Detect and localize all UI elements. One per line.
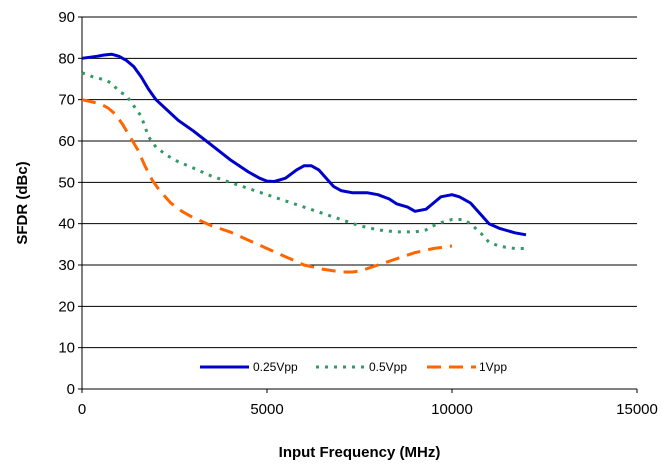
y-tick-label: 0 <box>67 381 75 398</box>
series-line-0.5Vpp <box>81 71 526 250</box>
y-tick-label: 10 <box>58 340 75 357</box>
legend-label: 0.5Vpp <box>369 360 407 374</box>
y-tick-label: 20 <box>58 298 75 315</box>
y-tick-label: 40 <box>58 216 75 233</box>
x-tick-label: 0 <box>78 401 86 418</box>
y-tick-label: 30 <box>58 257 75 274</box>
y-tick-label: 70 <box>58 92 75 109</box>
x-tick-label: 15000 <box>616 401 658 418</box>
x-axis-title: Input Frequency (MHz) <box>279 444 441 461</box>
legend-label: 1Vpp <box>479 360 507 374</box>
gridlines <box>82 16 637 349</box>
series-lines <box>81 52 527 274</box>
y-tick-label: 80 <box>58 50 75 67</box>
plot-area <box>82 17 637 389</box>
y-tick-label: 90 <box>58 9 75 26</box>
axes <box>78 16 638 393</box>
legend: 0.25Vpp 0.5Vpp 1Vpp <box>200 360 507 374</box>
series-line-0.25Vpp <box>81 52 527 237</box>
x-tick-label: 5000 <box>250 401 283 418</box>
tick-labels: 0 10 20 30 40 50 60 70 80 90 0 5000 10000 15000 <box>58 9 658 418</box>
y-axis-title: SFDR (dBc) <box>14 161 31 244</box>
series-line-1Vpp <box>81 98 453 274</box>
y-tick-label: 50 <box>58 174 75 191</box>
y-tick-label: 60 <box>58 133 75 150</box>
legend-label: 0.25Vpp <box>253 360 298 374</box>
x-tick-label: 10000 <box>431 401 473 418</box>
